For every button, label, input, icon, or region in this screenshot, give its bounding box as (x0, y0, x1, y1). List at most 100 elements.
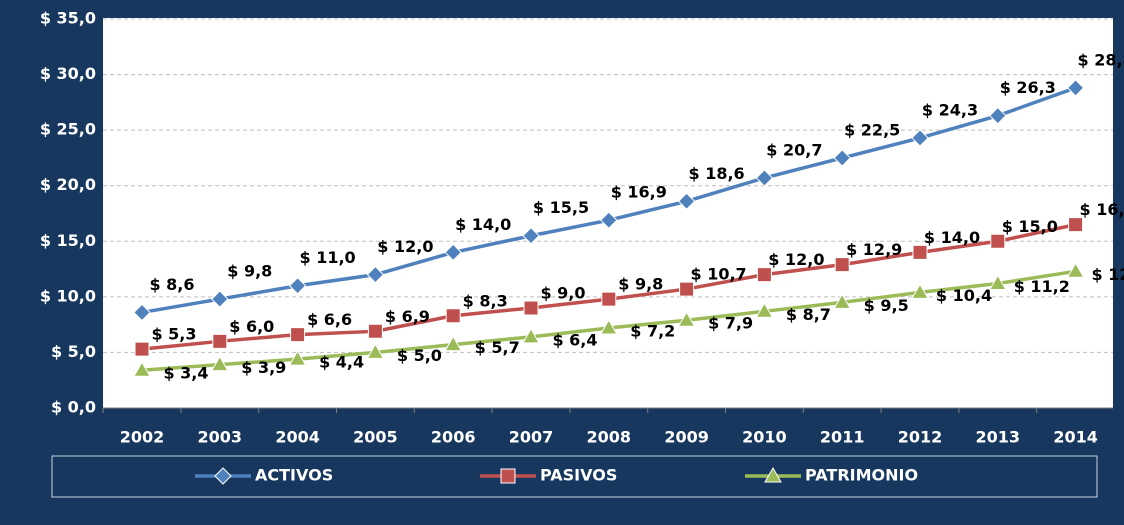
data-label: $ 16,9 (611, 183, 667, 202)
marker (290, 327, 306, 343)
data-label: $ 12,9 (846, 240, 902, 259)
y-tick-label: $ 20,0 (40, 175, 96, 194)
data-label: $ 14,0 (924, 228, 980, 247)
data-label: $ 9,0 (540, 283, 585, 302)
data-label: $ 8,7 (786, 305, 831, 324)
marker (522, 327, 540, 344)
data-label: $ 12,0 (377, 237, 433, 256)
legend-marker (214, 467, 232, 485)
x-tick-label: 2007 (509, 428, 554, 447)
marker (677, 311, 696, 327)
data-label: $ 9,8 (227, 262, 272, 281)
x-tick-label: 2011 (820, 428, 865, 447)
data-label: $ 12,0 (768, 250, 824, 269)
data-label: $ 26,3 (1000, 78, 1056, 97)
marker (523, 300, 539, 316)
marker (133, 361, 151, 377)
marker (444, 335, 463, 352)
x-tick-label: 2008 (587, 428, 632, 447)
marker (679, 281, 695, 297)
marker (989, 106, 1007, 125)
data-label: $ 10,4 (936, 286, 992, 305)
data-label: $ 9,5 (864, 296, 909, 315)
x-tick-label: 2009 (664, 428, 709, 447)
data-label: $ 12,3 (1092, 265, 1124, 284)
data-label: $ 5,3 (151, 325, 196, 344)
x-tick-label: 2010 (742, 428, 787, 447)
x-tick-label: 2014 (1053, 428, 1098, 447)
data-label: $ 7,9 (708, 314, 753, 333)
marker (134, 341, 150, 357)
data-label: $ 18,6 (689, 164, 745, 183)
x-tick-label: 2005 (353, 428, 398, 447)
data-label: $ 14,0 (455, 215, 511, 234)
data-label: $ 5,0 (397, 346, 442, 365)
marker (600, 211, 618, 229)
data-label: $ 8,3 (463, 291, 508, 310)
data-label: $ 28,8 (1078, 50, 1124, 69)
x-tick-label: 2004 (275, 428, 320, 447)
data-label: $ 15,0 (1002, 217, 1058, 236)
marker (366, 265, 385, 284)
legend-label: PATRIMONIO (805, 466, 918, 485)
y-tick-label: $ 30,0 (40, 64, 96, 83)
marker (677, 192, 696, 210)
marker (912, 244, 928, 260)
marker (211, 290, 229, 308)
x-tick-label: 2006 (431, 428, 476, 447)
legend-box (51, 455, 1098, 498)
legend-marker (500, 468, 516, 484)
marker (288, 277, 307, 295)
y-tick-label: $ 15,0 (40, 231, 96, 250)
data-label: $ 20,7 (766, 140, 822, 159)
legend-label: ACTIVOS (255, 466, 333, 485)
data-label: $ 11,2 (1014, 277, 1070, 296)
marker (212, 333, 228, 349)
marker (1066, 262, 1085, 278)
data-label: $ 24,3 (922, 100, 978, 119)
marker (1068, 217, 1084, 233)
marker (522, 227, 540, 245)
marker (288, 350, 307, 366)
y-tick-label: $ 25,0 (40, 120, 96, 139)
y-tick-label: $ 10,0 (40, 286, 96, 305)
data-label: $ 4,4 (319, 353, 364, 372)
data-label: $ 9,8 (618, 275, 663, 294)
marker (367, 323, 383, 339)
marker (833, 293, 852, 309)
marker (833, 149, 851, 167)
legend-marker (764, 466, 782, 483)
marker (599, 318, 618, 335)
x-tick-label: 2003 (198, 428, 243, 447)
marker (834, 257, 850, 273)
data-label: $ 7,2 (630, 321, 675, 340)
data-label: $ 5,7 (475, 338, 520, 357)
data-label: $ 3,4 (163, 364, 208, 383)
data-label: $ 22,5 (844, 120, 900, 139)
y-tick-label: $ 5,0 (51, 342, 96, 361)
data-label: $ 3,9 (241, 358, 286, 377)
data-label: $ 6,9 (385, 307, 430, 326)
marker (988, 274, 1007, 291)
data-label: $ 6,0 (229, 317, 274, 336)
data-label: $ 6,4 (552, 330, 597, 349)
marker (601, 291, 617, 307)
data-label: $ 6,6 (307, 310, 352, 329)
marker (911, 283, 929, 299)
y-tick-label: $ 0,0 (51, 398, 96, 417)
data-label: $ 10,7 (691, 265, 747, 284)
marker (756, 267, 772, 283)
marker (444, 243, 462, 262)
marker (133, 303, 151, 322)
marker (990, 233, 1006, 249)
x-tick-label: 2002 (120, 428, 165, 447)
legend-label: PASIVOS (540, 466, 617, 485)
data-label: $ 16,5 (1080, 200, 1124, 219)
data-label: $ 11,0 (300, 248, 356, 267)
marker (755, 169, 774, 187)
x-tick-label: 2013 (976, 428, 1021, 447)
marker (210, 355, 229, 372)
x-tick-label: 2012 (898, 428, 943, 447)
marker (911, 129, 929, 147)
